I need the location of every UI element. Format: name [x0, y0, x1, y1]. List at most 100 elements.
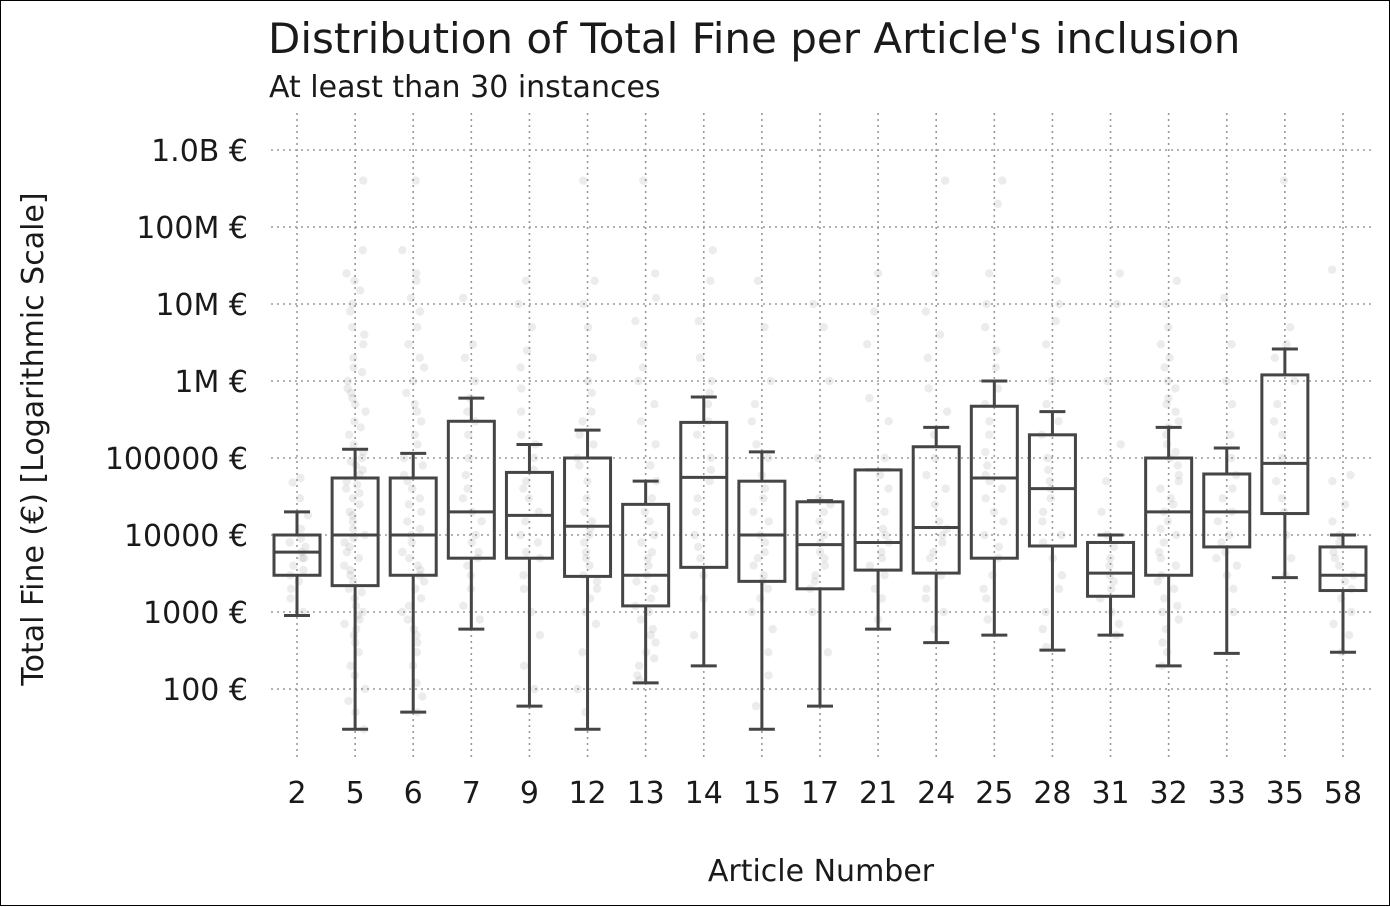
x-tick-label: 15	[743, 776, 781, 811]
data-point	[1282, 340, 1291, 349]
data-point	[404, 340, 413, 349]
data-point	[651, 269, 660, 278]
data-point	[1164, 323, 1173, 332]
data-point	[1290, 376, 1299, 386]
data-point	[587, 517, 597, 526]
data-point	[412, 269, 421, 278]
data-point	[1038, 517, 1047, 526]
data-point	[1041, 607, 1050, 617]
data-point	[749, 561, 758, 570]
box-iqr	[330, 476, 380, 588]
data-point	[403, 615, 412, 624]
data-point	[650, 530, 659, 540]
data-point	[646, 461, 655, 470]
data-point	[651, 638, 660, 647]
data-point	[763, 453, 773, 463]
data-point	[760, 323, 769, 332]
data-point	[1045, 477, 1055, 486]
data-point	[1213, 517, 1223, 526]
data-point	[1097, 507, 1106, 516]
box-25	[969, 379, 1019, 637]
x-tick-label: 28	[1033, 776, 1071, 811]
data-point	[925, 554, 935, 563]
data-point	[877, 547, 886, 557]
data-point	[1109, 577, 1119, 586]
data-point	[346, 388, 356, 398]
data-point	[516, 530, 525, 540]
data-point	[825, 376, 834, 386]
data-point	[1057, 530, 1066, 540]
data-point	[984, 269, 994, 278]
box-14	[679, 395, 729, 668]
data-point	[760, 484, 770, 493]
data-point	[1218, 494, 1227, 503]
data-point	[1169, 500, 1178, 509]
data-point	[1340, 500, 1350, 509]
data-point	[415, 307, 425, 316]
data-point	[533, 538, 543, 547]
data-point	[760, 538, 770, 547]
data-point	[1106, 554, 1115, 563]
data-point	[1156, 340, 1166, 349]
data-point	[343, 384, 352, 393]
data-point	[358, 465, 367, 475]
data-point	[1174, 417, 1184, 426]
data-point	[583, 376, 593, 386]
data-point	[524, 494, 533, 503]
x-tick-label: 6	[404, 776, 423, 811]
data-point	[419, 363, 429, 372]
data-point	[1051, 316, 1061, 326]
data-point	[412, 648, 422, 657]
data-point	[592, 577, 602, 586]
data-point	[815, 517, 824, 526]
x-tick-label: 5	[346, 776, 365, 811]
x-tick-label: 7	[462, 776, 481, 811]
data-point	[345, 507, 354, 516]
data-point	[636, 615, 646, 624]
data-point	[766, 376, 775, 386]
data-point	[296, 473, 305, 483]
data-point	[651, 293, 661, 303]
x-tick-label: 9	[520, 776, 539, 811]
data-point	[1161, 299, 1170, 309]
y-tick-label: 100 €	[162, 673, 248, 708]
data-point	[357, 588, 366, 597]
data-point	[348, 511, 357, 520]
data-point	[706, 453, 716, 463]
x-axis-label: Article Number	[708, 854, 935, 889]
data-point	[417, 417, 426, 426]
data-point	[410, 400, 419, 409]
data-point	[1102, 477, 1111, 486]
data-point	[519, 484, 528, 493]
data-point	[356, 286, 365, 295]
data-point	[929, 547, 938, 557]
data-point	[519, 584, 529, 593]
data-point	[877, 554, 886, 563]
data-point	[529, 453, 539, 463]
data-point	[530, 684, 539, 694]
box-5	[330, 447, 380, 731]
data-point	[1226, 430, 1235, 439]
data-point	[519, 571, 528, 580]
data-point	[880, 571, 889, 580]
data-point	[1340, 577, 1350, 586]
data-point	[811, 571, 820, 580]
data-point	[592, 584, 602, 593]
data-point	[463, 407, 472, 416]
box-31	[1086, 533, 1136, 637]
data-point	[994, 542, 1003, 552]
data-point	[1212, 554, 1221, 563]
data-point	[1329, 619, 1338, 629]
data-point	[1160, 594, 1169, 603]
data-point	[514, 299, 523, 309]
data-point	[416, 594, 426, 603]
data-point	[463, 484, 472, 493]
data-point	[1044, 465, 1053, 475]
data-point	[997, 484, 1007, 493]
data-point	[643, 554, 652, 563]
data-point	[412, 407, 422, 416]
data-point	[344, 430, 354, 439]
box-9	[504, 442, 554, 708]
data-point	[573, 684, 582, 694]
data-point	[1156, 554, 1166, 563]
